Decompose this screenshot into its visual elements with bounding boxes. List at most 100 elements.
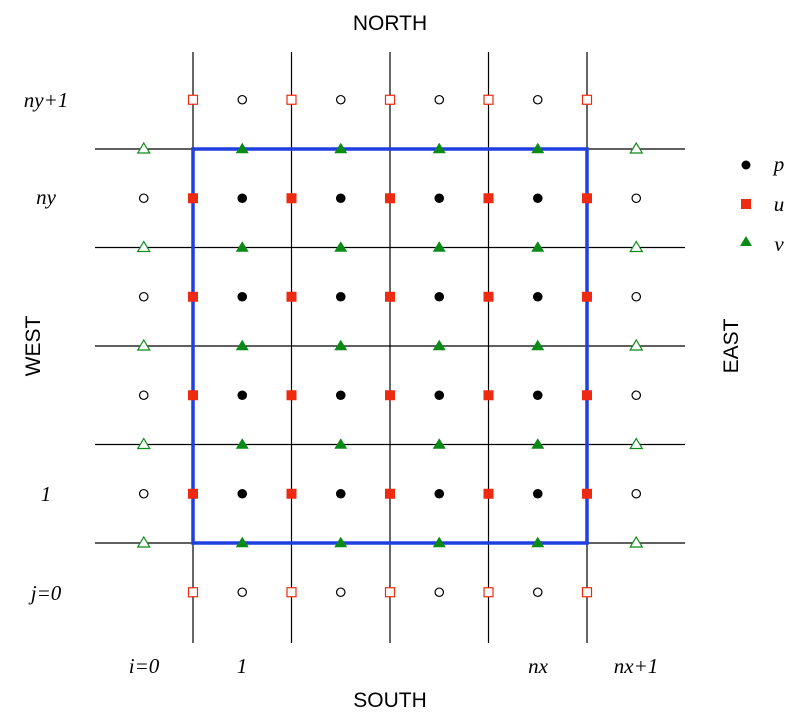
v-ghost-node — [629, 141, 644, 154]
grid-nodes — [136, 94, 644, 598]
p-ghost-node — [138, 291, 149, 302]
p-node — [335, 291, 346, 302]
v-ghost-node — [136, 437, 151, 450]
v-node — [531, 241, 545, 252]
v-node — [432, 142, 446, 154]
p-ghost-node — [532, 587, 543, 598]
u-node — [188, 390, 198, 401]
v-node — [334, 142, 348, 154]
p-node — [237, 193, 248, 204]
v-ghost-node — [136, 240, 151, 253]
p-node — [335, 193, 346, 204]
u-node — [582, 291, 592, 302]
p-ghost-node — [138, 193, 149, 204]
east-label: EAST — [720, 318, 743, 373]
p-ghost-node — [335, 587, 346, 598]
v-node — [334, 241, 348, 252]
j-label-j0: j=0 — [28, 581, 62, 605]
legend-v-label: v — [774, 232, 784, 256]
v-node — [235, 536, 249, 548]
south-label: SOUTH — [353, 689, 427, 712]
p-node — [237, 390, 248, 401]
u-ghost-node — [384, 587, 396, 598]
p-node — [532, 488, 543, 499]
v-node — [235, 241, 249, 252]
v-ghost-node — [629, 338, 644, 351]
u-node — [385, 291, 395, 302]
u-node — [188, 291, 198, 302]
p-ghost-node — [631, 390, 642, 401]
i-label-nx: nx — [528, 654, 549, 678]
p-ghost-node — [237, 587, 248, 598]
u-node — [582, 488, 592, 499]
u-node — [188, 193, 198, 204]
v-node — [432, 241, 446, 252]
v-node — [334, 339, 348, 351]
v-node — [531, 536, 545, 548]
u-node — [286, 390, 297, 401]
i-label-nx-plus-1: nx+1 — [614, 654, 659, 678]
p-node — [434, 390, 445, 401]
legend-v-symbol — [740, 236, 752, 246]
v-node — [531, 438, 545, 449]
v-ghost-node — [136, 535, 151, 548]
p-ghost-node — [631, 488, 642, 499]
u-node — [483, 291, 494, 302]
v-node — [334, 536, 348, 548]
v-node — [334, 438, 348, 449]
u-ghost-node — [581, 587, 593, 598]
u-ghost-node — [483, 587, 494, 598]
west-label: WEST — [22, 316, 45, 377]
p-ghost-node — [138, 390, 149, 401]
j-label-1: 1 — [41, 482, 52, 506]
v-ghost-node — [629, 240, 644, 253]
p-node — [335, 390, 346, 401]
u-ghost-node — [581, 94, 593, 105]
u-ghost-node — [483, 94, 494, 105]
p-node — [532, 291, 543, 302]
u-node — [286, 291, 297, 302]
p-node — [237, 488, 248, 499]
p-ghost-node — [138, 488, 149, 499]
i-label-1: 1 — [237, 654, 248, 678]
legend: p u v — [740, 152, 784, 256]
u-ghost-node — [187, 94, 199, 105]
v-ghost-node — [629, 437, 644, 450]
v-node — [432, 339, 446, 351]
p-ghost-node — [335, 94, 346, 105]
p-ghost-node — [532, 94, 543, 105]
legend-u-label: u — [774, 192, 785, 216]
u-node — [483, 390, 494, 401]
u-ghost-node — [187, 587, 199, 598]
legend-p-label: p — [772, 152, 785, 176]
v-node — [432, 536, 446, 548]
p-ghost-node — [631, 193, 642, 204]
legend-u-symbol — [741, 199, 751, 209]
p-ghost-node — [237, 94, 248, 105]
p-ghost-node — [434, 94, 445, 105]
p-node — [532, 193, 543, 204]
u-node — [385, 193, 395, 204]
v-ghost-node — [136, 141, 151, 154]
v-ghost-node — [629, 535, 644, 548]
i-label-i0: i=0 — [129, 654, 160, 678]
legend-p-symbol — [741, 160, 751, 170]
u-node — [385, 390, 395, 401]
p-node — [434, 193, 445, 204]
grid-lines — [95, 52, 685, 643]
v-ghost-node — [136, 338, 151, 351]
v-node — [235, 438, 249, 449]
j-label-ny-plus-1: ny+1 — [24, 88, 69, 112]
u-ghost-node — [384, 94, 396, 105]
u-node — [385, 488, 395, 499]
u-node — [188, 488, 198, 499]
u-node — [286, 488, 297, 499]
p-node — [434, 488, 445, 499]
p-node — [532, 390, 543, 401]
p-node — [434, 291, 445, 302]
north-label: NORTH — [353, 12, 427, 35]
u-node — [582, 390, 592, 401]
p-ghost-node — [434, 587, 445, 598]
p-ghost-node — [631, 291, 642, 302]
